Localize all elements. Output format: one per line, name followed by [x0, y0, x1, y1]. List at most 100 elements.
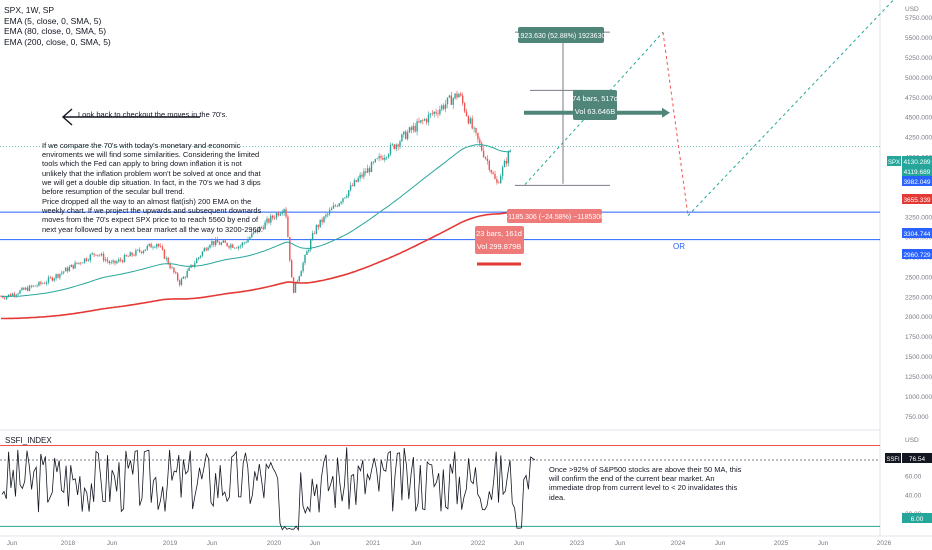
- candle-body: [2, 296, 4, 298]
- candle-body: [19, 290, 21, 294]
- candle-body: [220, 242, 223, 245]
- candle-body: [68, 267, 71, 272]
- candle-body: [446, 97, 449, 105]
- candle-body: [112, 260, 114, 263]
- candle-body: [253, 232, 255, 234]
- candle-body: [473, 128, 475, 129]
- x-tick-label: Jun: [310, 540, 321, 547]
- candle-body: [422, 120, 424, 121]
- candle-body: [311, 233, 314, 241]
- candle-body: [245, 242, 247, 243]
- analysis-paragraph-2: Price dropped all the way to an almost f…: [42, 197, 263, 234]
- candle-body: [437, 113, 439, 115]
- candle-body: [32, 285, 34, 287]
- candle-body: [272, 215, 274, 218]
- indicator-tag-bg: [902, 513, 932, 523]
- candle-body: [161, 246, 164, 250]
- candle-body: [254, 230, 257, 233]
- candle-body: [135, 250, 137, 256]
- candle-body: [40, 281, 42, 284]
- candle-body: [226, 242, 228, 247]
- candle-body: [152, 247, 154, 248]
- candle-body: [387, 154, 390, 158]
- x-tick-label: 2025: [774, 540, 789, 547]
- candle-body: [287, 216, 289, 238]
- candle-body: [348, 190, 350, 196]
- candle-body: [355, 180, 357, 182]
- candle-body: [30, 285, 33, 287]
- price-tag-bg: [902, 228, 932, 238]
- drop-box-line1: 23 bars, 161d: [476, 229, 522, 238]
- indicator-y-tick: 40.00: [905, 492, 922, 499]
- resistance-arrow-head: [662, 107, 670, 118]
- candle-body: [243, 242, 245, 244]
- candle-body: [258, 227, 261, 233]
- candle-body: [182, 276, 185, 279]
- candle-body: [55, 274, 57, 279]
- candle-body: [386, 157, 388, 158]
- candle-body: [137, 249, 139, 251]
- y-tick-label: 4250.000: [905, 135, 932, 142]
- candle-body: [234, 247, 236, 249]
- legend-ema200[interactable]: EMA (200, close, 0, SMA, 5): [4, 36, 111, 47]
- x-tick-label: 2021: [366, 540, 381, 547]
- candle-body: [304, 254, 306, 263]
- candle-body: [159, 245, 162, 247]
- candle-body: [376, 158, 378, 160]
- legend-ema80[interactable]: EMA (80, close, 0, SMA, 5): [4, 26, 107, 37]
- candle-body: [186, 270, 188, 278]
- candle-body: [97, 254, 99, 256]
- candle-body: [131, 252, 133, 256]
- legend-ema5[interactable]: EMA (5, close, 0, SMA, 5): [4, 15, 102, 26]
- candle-body: [129, 252, 131, 257]
- candle-body: [283, 209, 285, 213]
- candle-body: [82, 262, 84, 264]
- y-tick-label: 1750.000: [905, 334, 932, 341]
- price-tag: 4130.289: [903, 159, 930, 166]
- candle-body: [325, 214, 327, 217]
- candle-body: [36, 285, 38, 287]
- candle-body: [393, 144, 395, 149]
- candle-body: [319, 219, 321, 228]
- candle-body: [194, 263, 196, 267]
- projection-recovery: [687, 0, 895, 217]
- indicator-y-tick: 60.00: [905, 474, 922, 481]
- candle-body: [211, 241, 213, 245]
- candle-body: [87, 260, 90, 261]
- candle-body: [106, 259, 109, 262]
- candle-body: [435, 111, 437, 114]
- candle-body: [403, 131, 405, 135]
- note-arrow-head: [61, 108, 73, 126]
- candle-body: [178, 280, 181, 285]
- candle-body: [9, 294, 12, 297]
- candle-body: [498, 182, 500, 184]
- candle-body: [180, 278, 183, 285]
- y-tick-label: 5500.000: [905, 35, 932, 42]
- candle-body: [23, 287, 25, 290]
- candle-body: [57, 274, 59, 278]
- or-label: OR: [673, 242, 685, 251]
- candle-body: [336, 205, 338, 207]
- y-tick-label: 4750.000: [905, 95, 932, 102]
- candle-body: [101, 253, 103, 256]
- y-tick-label: 1000.000: [905, 394, 932, 401]
- candle-body: [313, 233, 316, 234]
- bars-box: [573, 90, 617, 120]
- candle-body: [292, 277, 295, 293]
- candle-body: [424, 119, 426, 121]
- x-tick-label: Jun: [411, 540, 422, 547]
- candle-body: [469, 118, 471, 124]
- candle-body: [427, 114, 430, 123]
- candle-body: [344, 197, 346, 199]
- candle-body: [477, 132, 479, 140]
- candle-body: [59, 273, 61, 278]
- candle-body: [215, 239, 217, 245]
- candle-body: [481, 143, 483, 151]
- candle-body: [78, 262, 80, 264]
- candle-body: [51, 277, 53, 281]
- candle-body: [239, 245, 242, 247]
- y-tick-label: 4500.000: [905, 115, 932, 122]
- candle-body: [454, 93, 456, 99]
- candle-body: [4, 297, 6, 299]
